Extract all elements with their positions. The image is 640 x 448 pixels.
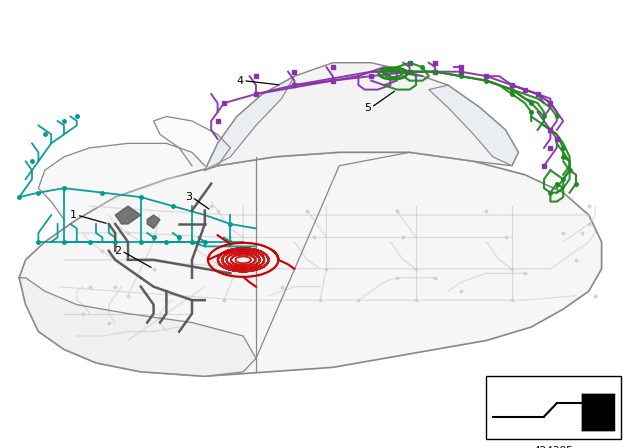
Polygon shape [205,76,294,170]
Text: 4: 4 [236,76,243,86]
Bar [486,376,621,439]
Text: 5: 5 [364,103,371,112]
Polygon shape [38,143,205,220]
Polygon shape [19,278,256,376]
Polygon shape [147,215,160,228]
Polygon shape [115,206,141,224]
Polygon shape [154,116,230,166]
Text: 1: 1 [70,210,77,220]
Text: 2: 2 [115,246,122,256]
Polygon shape [205,63,518,170]
Text: 3: 3 [185,192,192,202]
Text: 424385: 424385 [534,446,573,448]
Polygon shape [429,85,518,166]
Polygon shape [19,152,602,376]
